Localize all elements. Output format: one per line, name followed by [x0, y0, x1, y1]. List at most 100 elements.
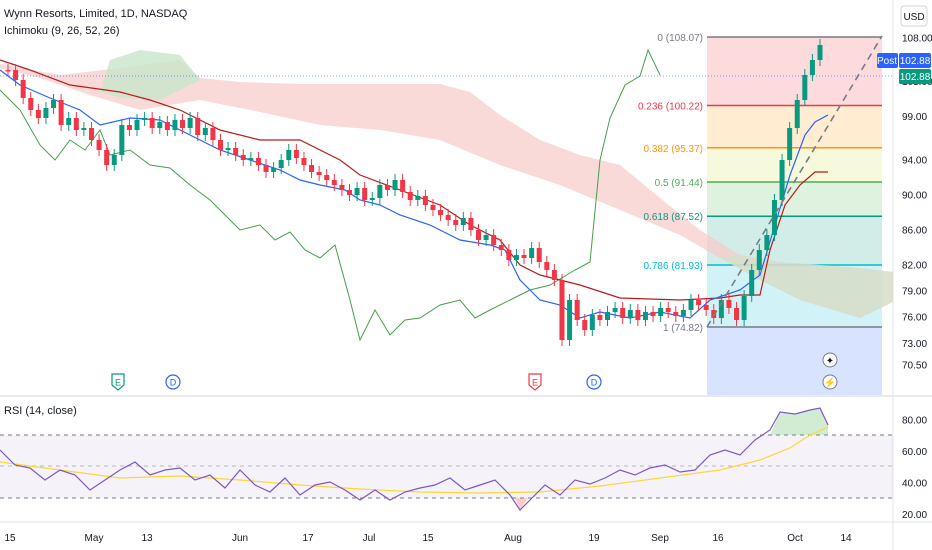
dividend-marker[interactable]: D: [165, 374, 181, 390]
candle-body[interactable]: [362, 188, 368, 200]
candle-body[interactable]: [460, 218, 466, 225]
rsi-legend[interactable]: RSI (14, close): [4, 405, 77, 417]
candle-body[interactable]: [559, 280, 565, 340]
candle-body[interactable]: [316, 172, 322, 175]
currency-button[interactable]: [900, 5, 928, 27]
candle-body[interactable]: [126, 125, 132, 130]
candle-body[interactable]: [392, 180, 398, 190]
candle-body[interactable]: [346, 190, 352, 195]
candle-body[interactable]: [544, 262, 550, 270]
candle-body[interactable]: [20, 80, 26, 98]
candle-body[interactable]: [58, 100, 64, 125]
dividend-marker[interactable]: D: [586, 374, 602, 390]
candle-body[interactable]: [217, 140, 223, 150]
candle-body[interactable]: [787, 128, 793, 160]
candle-body[interactable]: [718, 300, 724, 318]
candle-body[interactable]: [673, 312, 679, 316]
alert-icon[interactable]: ✦: [822, 352, 838, 368]
candle-body[interactable]: [96, 140, 102, 150]
candle-body[interactable]: [111, 155, 117, 165]
candle-body[interactable]: [187, 118, 193, 128]
candle-body[interactable]: [445, 215, 451, 220]
candle-body[interactable]: [627, 310, 633, 318]
candle-body[interactable]: [35, 110, 41, 118]
candle-body[interactable]: [28, 98, 34, 110]
candle-body[interactable]: [802, 75, 808, 100]
candle-body[interactable]: [240, 155, 246, 160]
candle-body[interactable]: [536, 248, 542, 262]
candle-body[interactable]: [43, 108, 49, 118]
candlestick-series[interactable]: [5, 39, 823, 346]
candle-body[interactable]: [324, 175, 330, 180]
candle-body[interactable]: [483, 235, 489, 240]
candle-body[interactable]: [612, 308, 618, 312]
candle-body[interactable]: [233, 148, 239, 155]
candle-body[interactable]: [642, 312, 648, 320]
price-axis[interactable]: 108.00103.0099.0094.0090.0086.0082.0079.…: [902, 34, 932, 372]
candle-body[interactable]: [498, 245, 504, 250]
candle-body[interactable]: [164, 122, 170, 130]
candle-body[interactable]: [331, 180, 337, 185]
candle-body[interactable]: [734, 308, 740, 320]
candle-body[interactable]: [491, 235, 497, 245]
candle-body[interactable]: [529, 248, 535, 258]
candle-body[interactable]: [567, 300, 573, 340]
candle-body[interactable]: [696, 300, 702, 305]
candle-body[interactable]: [764, 235, 770, 250]
indicator-legend[interactable]: Ichimoku (9, 26, 52, 26): [4, 25, 120, 37]
candle-body[interactable]: [195, 118, 201, 135]
candle-body[interactable]: [13, 70, 19, 80]
candle-body[interactable]: [620, 308, 626, 318]
earnings-marker[interactable]: E: [528, 373, 542, 391]
candle-body[interactable]: [749, 270, 755, 296]
candle-body[interactable]: [650, 312, 656, 316]
candle-body[interactable]: [263, 165, 269, 172]
candle-body[interactable]: [172, 120, 178, 130]
candle-body[interactable]: [66, 118, 72, 125]
candle-body[interactable]: [574, 300, 580, 320]
candle-body[interactable]: [438, 210, 444, 215]
candle-body[interactable]: [703, 305, 709, 310]
fib-retracement[interactable]: [707, 36, 882, 395]
earnings-marker[interactable]: E: [111, 373, 125, 391]
candle-body[interactable]: [149, 118, 155, 128]
candle-body[interactable]: [88, 128, 94, 140]
candle-body[interactable]: [210, 128, 216, 140]
trend-line[interactable]: [706, 35, 883, 328]
candle-body[interactable]: [301, 158, 307, 165]
candle-body[interactable]: [271, 168, 277, 172]
candle-body[interactable]: [81, 128, 87, 130]
candle-body[interactable]: [278, 160, 284, 168]
symbol-title[interactable]: Wynn Resorts, Limited, 1D, NASDAQ: [4, 8, 188, 20]
candle-body[interactable]: [354, 188, 360, 195]
candle-body[interactable]: [73, 118, 79, 130]
candle-body[interactable]: [551, 270, 557, 280]
candle-body[interactable]: [521, 255, 527, 258]
candle-body[interactable]: [453, 220, 459, 225]
flash-icon[interactable]: ⚡: [822, 374, 838, 390]
rsi-axis[interactable]: 80.00 60.00 40.00 20.00: [902, 415, 927, 521]
candle-body[interactable]: [506, 250, 512, 260]
candle-body[interactable]: [255, 158, 261, 165]
candle-body[interactable]: [756, 250, 762, 270]
candle-body[interactable]: [309, 165, 315, 172]
candle-body[interactable]: [771, 200, 777, 235]
candle-body[interactable]: [142, 118, 148, 120]
candle-body[interactable]: [688, 300, 694, 310]
candle-body[interactable]: [104, 150, 110, 165]
candle-body[interactable]: [400, 180, 406, 192]
candle-body[interactable]: [779, 160, 785, 200]
candle-body[interactable]: [809, 60, 815, 75]
candle-body[interactable]: [513, 255, 519, 260]
candle-body[interactable]: [422, 196, 428, 205]
candle-body[interactable]: [225, 148, 231, 150]
candle-body[interactable]: [119, 125, 125, 155]
candle-body[interactable]: [726, 300, 732, 308]
candle-body[interactable]: [430, 205, 436, 210]
candle-body[interactable]: [476, 230, 482, 240]
candle-body[interactable]: [635, 310, 641, 320]
candle-body[interactable]: [711, 310, 717, 318]
candle-body[interactable]: [248, 158, 254, 160]
candle-body[interactable]: [794, 100, 800, 128]
candle-body[interactable]: [369, 198, 375, 200]
